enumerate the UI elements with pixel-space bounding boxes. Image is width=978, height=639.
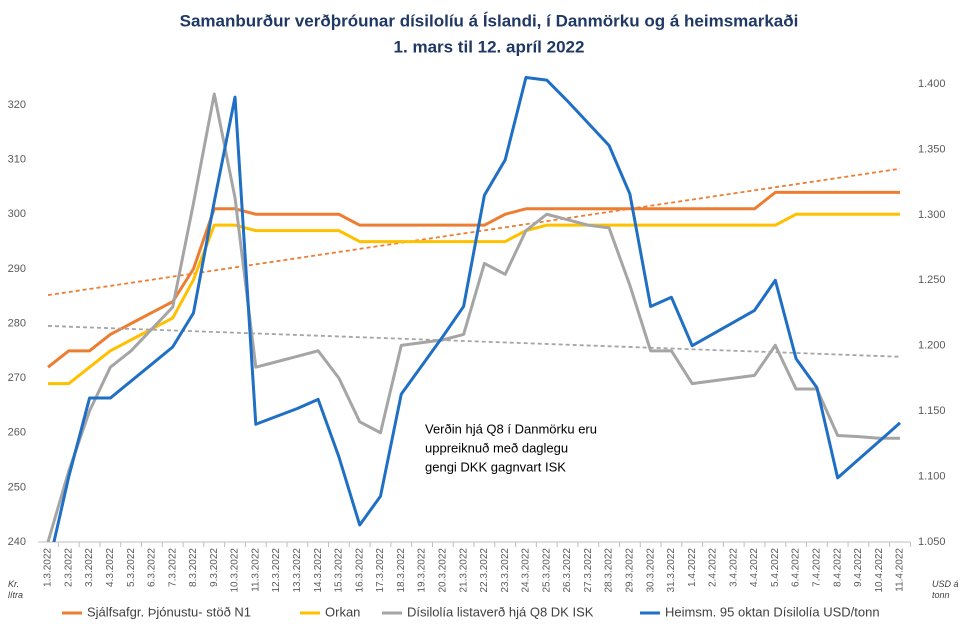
x-tick-label: 5.3.2022 [126, 548, 137, 587]
y2-tick-label: 1.300 [918, 209, 946, 221]
x-tick-label: 16.3.2022 [354, 548, 365, 593]
x-tick-label: 22.3.2022 [479, 548, 490, 593]
x-tick-label: 2.4.2022 [708, 548, 719, 587]
legend-label: Dísilolía listaverð hjá Q8 DK ISK [407, 604, 594, 619]
x-tick-label: 8.4.2022 [832, 548, 843, 587]
annotation: uppreiknuð með daglegu [425, 440, 568, 455]
x-tick-label: 14.3.2022 [313, 548, 324, 593]
x-tick-label: 4.4.2022 [749, 548, 760, 587]
chart-title: Samanburður verðþróunar dísilolíu á Ísla… [180, 11, 799, 30]
x-tick-label: 9.3.2022 [209, 548, 220, 587]
y-axis-label: Kr. lítra [8, 579, 23, 600]
x-tick-label: 10.4.2022 [874, 548, 885, 593]
y2-tick-label: 1.100 [918, 470, 946, 482]
chart-subtitle: 1. mars til 12. apríl 2022 [394, 37, 585, 56]
y-tick-label: 260 [8, 427, 26, 439]
y2-axis-label-line: tonn [932, 590, 950, 600]
y2-tick-label: 1.400 [918, 78, 946, 90]
x-tick-label: 20.3.2022 [437, 548, 448, 593]
x-tick-label: 27.3.2022 [583, 548, 594, 593]
y2-tick-label: 1.150 [918, 405, 946, 417]
series-line [46, 92, 900, 542]
x-tick-label: 26.3.2022 [562, 548, 573, 593]
y-tick-label: 250 [8, 481, 26, 493]
x-tick-label: 15.3.2022 [334, 548, 345, 593]
x-tick-label: 12.3.2022 [271, 548, 282, 593]
y-tick-label: 240 [8, 536, 26, 548]
y2-tick-label: 1.200 [918, 340, 946, 352]
y2-axis-label: USD á tonn [932, 579, 959, 600]
x-tick-label: 25.3.2022 [541, 548, 552, 593]
x-tick-label: 6.3.2022 [147, 548, 158, 587]
x-tick-label: 19.3.2022 [417, 548, 428, 593]
x-tick-label: 6.4.2022 [791, 548, 802, 587]
x-tick-label: 8.3.2022 [188, 548, 199, 587]
annotation: gengi DKK gagnvart ISK [425, 459, 566, 474]
y-axis-label-line: lítra [8, 590, 23, 600]
y-tick-label: 310 [8, 154, 26, 166]
y-tick-label: 290 [8, 263, 26, 275]
y-tick-label: 320 [8, 99, 26, 111]
x-tick-label: 13.3.2022 [292, 548, 303, 593]
x-tick-label: 1.4.2022 [687, 548, 698, 587]
x-tick-label: 10.3.2022 [230, 548, 241, 593]
x-tick-label: 4.3.2022 [105, 548, 116, 587]
x-tick-label: 5.4.2022 [770, 548, 781, 587]
x-tick-label: 31.3.2022 [666, 548, 677, 593]
y2-axis-label-line: USD á [932, 579, 959, 589]
series-line [52, 75, 901, 542]
x-tick-label: 1.3.2022 [43, 548, 54, 587]
trend-line [47, 325, 901, 358]
y-tick-label: 280 [8, 317, 26, 329]
y-axis-label-line: Kr. [8, 579, 19, 589]
x-tick-label: 3.3.2022 [84, 548, 95, 587]
legend-label: Heimsm. 95 oktan Dísilolía USD/tonn [665, 604, 880, 619]
x-tick-label: 29.3.2022 [624, 548, 635, 593]
x-tick-label: 21.3.2022 [458, 548, 469, 593]
annotation: Verðin hjá Q8 í Danmörku eru [425, 421, 597, 436]
x-tick-label: 23.3.2022 [500, 548, 511, 593]
x-tick-label: 28.3.2022 [604, 548, 615, 593]
x-tick-label: 11.4.2022 [895, 548, 906, 592]
x-tick-label: 2.3.2022 [63, 548, 74, 587]
x-tick-label: 11.3.2022 [250, 548, 261, 592]
y2-tick-label: 1.050 [918, 536, 946, 548]
x-tick-label: 9.4.2022 [853, 548, 864, 587]
x-tick-label: 18.3.2022 [396, 548, 407, 593]
series-line [48, 212, 900, 386]
series-line [47, 190, 900, 369]
x-tick-label: 24.3.2022 [521, 548, 532, 593]
x-tick-label: 7.3.2022 [167, 548, 178, 587]
trend-line [47, 167, 901, 297]
x-tick-label: 3.4.2022 [728, 548, 739, 587]
x-tick-label: 17.3.2022 [375, 548, 386, 593]
y2-tick-label: 1.250 [918, 274, 946, 286]
x-tick-label: 7.4.2022 [812, 548, 823, 587]
y-tick-label: 270 [8, 372, 26, 384]
y2-tick-label: 1.350 [918, 143, 946, 155]
x-tick-label: 30.3.2022 [645, 548, 656, 593]
y-tick-label: 300 [8, 208, 26, 220]
legend-label: Sjálfsafgr. Þjónustu- stöð N1 [87, 604, 251, 619]
legend-label: Orkan [325, 604, 360, 619]
